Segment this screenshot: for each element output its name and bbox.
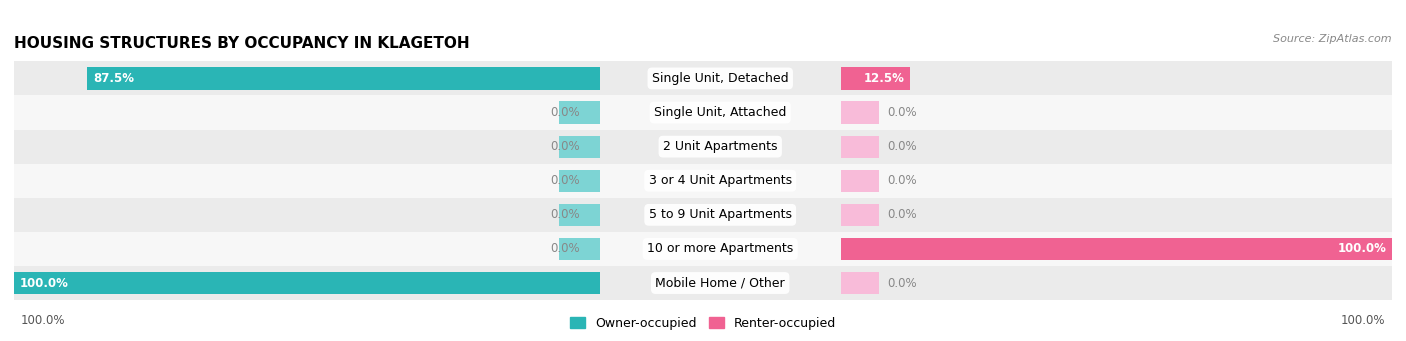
Text: 12.5%: 12.5%: [863, 72, 904, 85]
Bar: [558, 102, 599, 124]
Text: 3 or 4 Unit Apartments: 3 or 4 Unit Apartments: [648, 174, 792, 187]
Bar: [841, 61, 1392, 95]
Bar: [841, 130, 1392, 164]
Bar: [599, 61, 841, 95]
Bar: [14, 95, 599, 130]
Text: 100.0%: 100.0%: [1337, 242, 1386, 255]
Bar: [558, 204, 599, 226]
Text: 10 or more Apartments: 10 or more Apartments: [647, 242, 793, 255]
Text: 0.0%: 0.0%: [550, 174, 579, 187]
Text: 100.0%: 100.0%: [1340, 314, 1385, 327]
Text: Single Unit, Detached: Single Unit, Detached: [652, 72, 789, 85]
Bar: [599, 95, 841, 130]
Bar: [558, 170, 599, 192]
Bar: [841, 95, 1392, 130]
Text: 0.0%: 0.0%: [550, 208, 579, 221]
Bar: [841, 198, 1392, 232]
Text: Single Unit, Attached: Single Unit, Attached: [654, 106, 786, 119]
Text: 0.0%: 0.0%: [887, 140, 917, 153]
Bar: [841, 170, 879, 192]
Text: 0.0%: 0.0%: [550, 106, 579, 119]
Bar: [599, 164, 841, 198]
Bar: [599, 130, 841, 164]
Bar: [599, 232, 841, 266]
Bar: [558, 136, 599, 158]
Bar: [87, 68, 599, 90]
Bar: [14, 266, 599, 300]
Bar: [841, 68, 910, 90]
Text: 0.0%: 0.0%: [887, 208, 917, 221]
Text: Source: ZipAtlas.com: Source: ZipAtlas.com: [1274, 34, 1392, 44]
Text: 0.0%: 0.0%: [887, 106, 917, 119]
Legend: Owner-occupied, Renter-occupied: Owner-occupied, Renter-occupied: [565, 312, 841, 335]
Text: 100.0%: 100.0%: [20, 277, 69, 290]
Bar: [14, 164, 599, 198]
Bar: [599, 198, 841, 232]
Bar: [841, 266, 1392, 300]
Bar: [14, 272, 599, 294]
Text: HOUSING STRUCTURES BY OCCUPANCY IN KLAGETOH: HOUSING STRUCTURES BY OCCUPANCY IN KLAGE…: [14, 36, 470, 51]
Bar: [841, 164, 1392, 198]
Bar: [599, 266, 841, 300]
Bar: [841, 232, 1392, 266]
Bar: [14, 232, 599, 266]
Text: Mobile Home / Other: Mobile Home / Other: [655, 277, 785, 290]
Bar: [841, 102, 879, 124]
Text: 2 Unit Apartments: 2 Unit Apartments: [664, 140, 778, 153]
Text: 100.0%: 100.0%: [21, 314, 66, 327]
Text: 0.0%: 0.0%: [550, 242, 579, 255]
Bar: [14, 61, 599, 95]
Bar: [14, 198, 599, 232]
Bar: [14, 130, 599, 164]
Bar: [841, 272, 879, 294]
Text: 87.5%: 87.5%: [93, 72, 134, 85]
Text: 0.0%: 0.0%: [887, 277, 917, 290]
Bar: [841, 136, 879, 158]
Bar: [841, 204, 879, 226]
Bar: [841, 238, 1392, 260]
Text: 0.0%: 0.0%: [887, 174, 917, 187]
Text: 5 to 9 Unit Apartments: 5 to 9 Unit Apartments: [648, 208, 792, 221]
Bar: [558, 238, 599, 260]
Text: 0.0%: 0.0%: [550, 140, 579, 153]
